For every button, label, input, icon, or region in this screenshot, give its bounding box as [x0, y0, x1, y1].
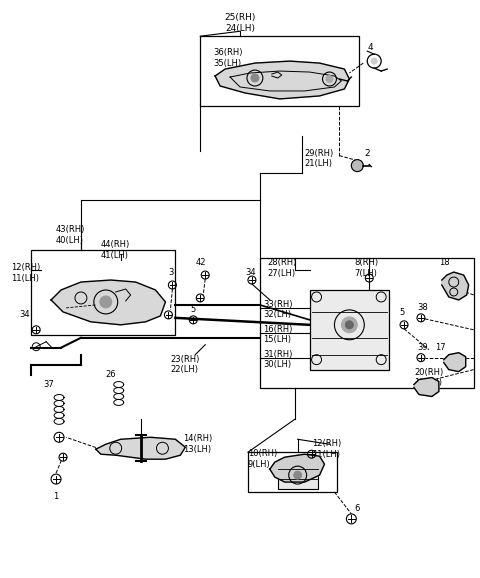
- Text: 36(RH)
35(LH): 36(RH) 35(LH): [213, 48, 243, 68]
- Text: 14(RH)
13(LH): 14(RH) 13(LH): [183, 434, 213, 454]
- Polygon shape: [444, 353, 466, 372]
- Circle shape: [341, 317, 357, 333]
- Text: 26: 26: [106, 369, 117, 379]
- Text: 44(RH)
41(LH): 44(RH) 41(LH): [101, 240, 130, 260]
- Text: 18: 18: [439, 258, 449, 267]
- Polygon shape: [270, 454, 324, 482]
- Text: 8(RH)
7(LH): 8(RH) 7(LH): [354, 258, 378, 277]
- Text: 25(RH)
24(LH): 25(RH) 24(LH): [224, 13, 256, 33]
- Circle shape: [326, 76, 333, 83]
- Text: 1: 1: [53, 492, 59, 501]
- Polygon shape: [51, 280, 166, 325]
- Text: 34: 34: [245, 268, 255, 277]
- Bar: [278, 461, 318, 489]
- Bar: [31, 250, 175, 335]
- Bar: [260, 258, 474, 387]
- Circle shape: [346, 321, 353, 329]
- Text: 17: 17: [435, 343, 445, 352]
- Text: 37: 37: [43, 380, 54, 388]
- Text: 12(RH)
11(LH): 12(RH) 11(LH): [312, 439, 342, 459]
- Text: 5: 5: [190, 305, 195, 314]
- Text: 4: 4: [367, 43, 373, 52]
- Circle shape: [351, 160, 363, 172]
- Circle shape: [294, 471, 301, 479]
- Text: 3: 3: [168, 268, 174, 277]
- Text: 16(RH)
15(LH): 16(RH) 15(LH): [263, 325, 292, 344]
- Text: 38: 38: [417, 303, 428, 312]
- Bar: [200, 36, 360, 106]
- Text: 42: 42: [195, 258, 206, 267]
- Text: 29(RH)
21(LH): 29(RH) 21(LH): [305, 149, 334, 168]
- Polygon shape: [442, 272, 468, 300]
- Text: 20(RH)
19(LH): 20(RH) 19(LH): [414, 368, 443, 387]
- Text: 2: 2: [364, 149, 370, 158]
- Text: 43(RH)
40(LH): 43(RH) 40(LH): [56, 225, 85, 244]
- Polygon shape: [96, 438, 185, 459]
- Polygon shape: [414, 377, 439, 397]
- Text: 10(RH)
9(LH): 10(RH) 9(LH): [248, 449, 277, 469]
- Circle shape: [100, 296, 112, 308]
- Text: 39: 39: [417, 343, 428, 352]
- Text: 6: 6: [354, 504, 360, 513]
- Text: 33(RH)
32(LH): 33(RH) 32(LH): [263, 300, 292, 320]
- Text: 28(RH)
27(LH): 28(RH) 27(LH): [268, 258, 297, 277]
- Text: 12(RH)
11(LH): 12(RH) 11(LH): [12, 263, 41, 283]
- Text: 23(RH)
22(LH): 23(RH) 22(LH): [170, 355, 200, 374]
- Circle shape: [251, 74, 259, 82]
- Text: 5: 5: [399, 308, 404, 317]
- Polygon shape: [215, 61, 349, 99]
- Circle shape: [371, 58, 377, 64]
- Text: 34: 34: [19, 310, 30, 319]
- Text: 31(RH)
30(LH): 31(RH) 30(LH): [263, 350, 292, 369]
- Bar: [248, 452, 337, 492]
- Bar: [310, 290, 389, 369]
